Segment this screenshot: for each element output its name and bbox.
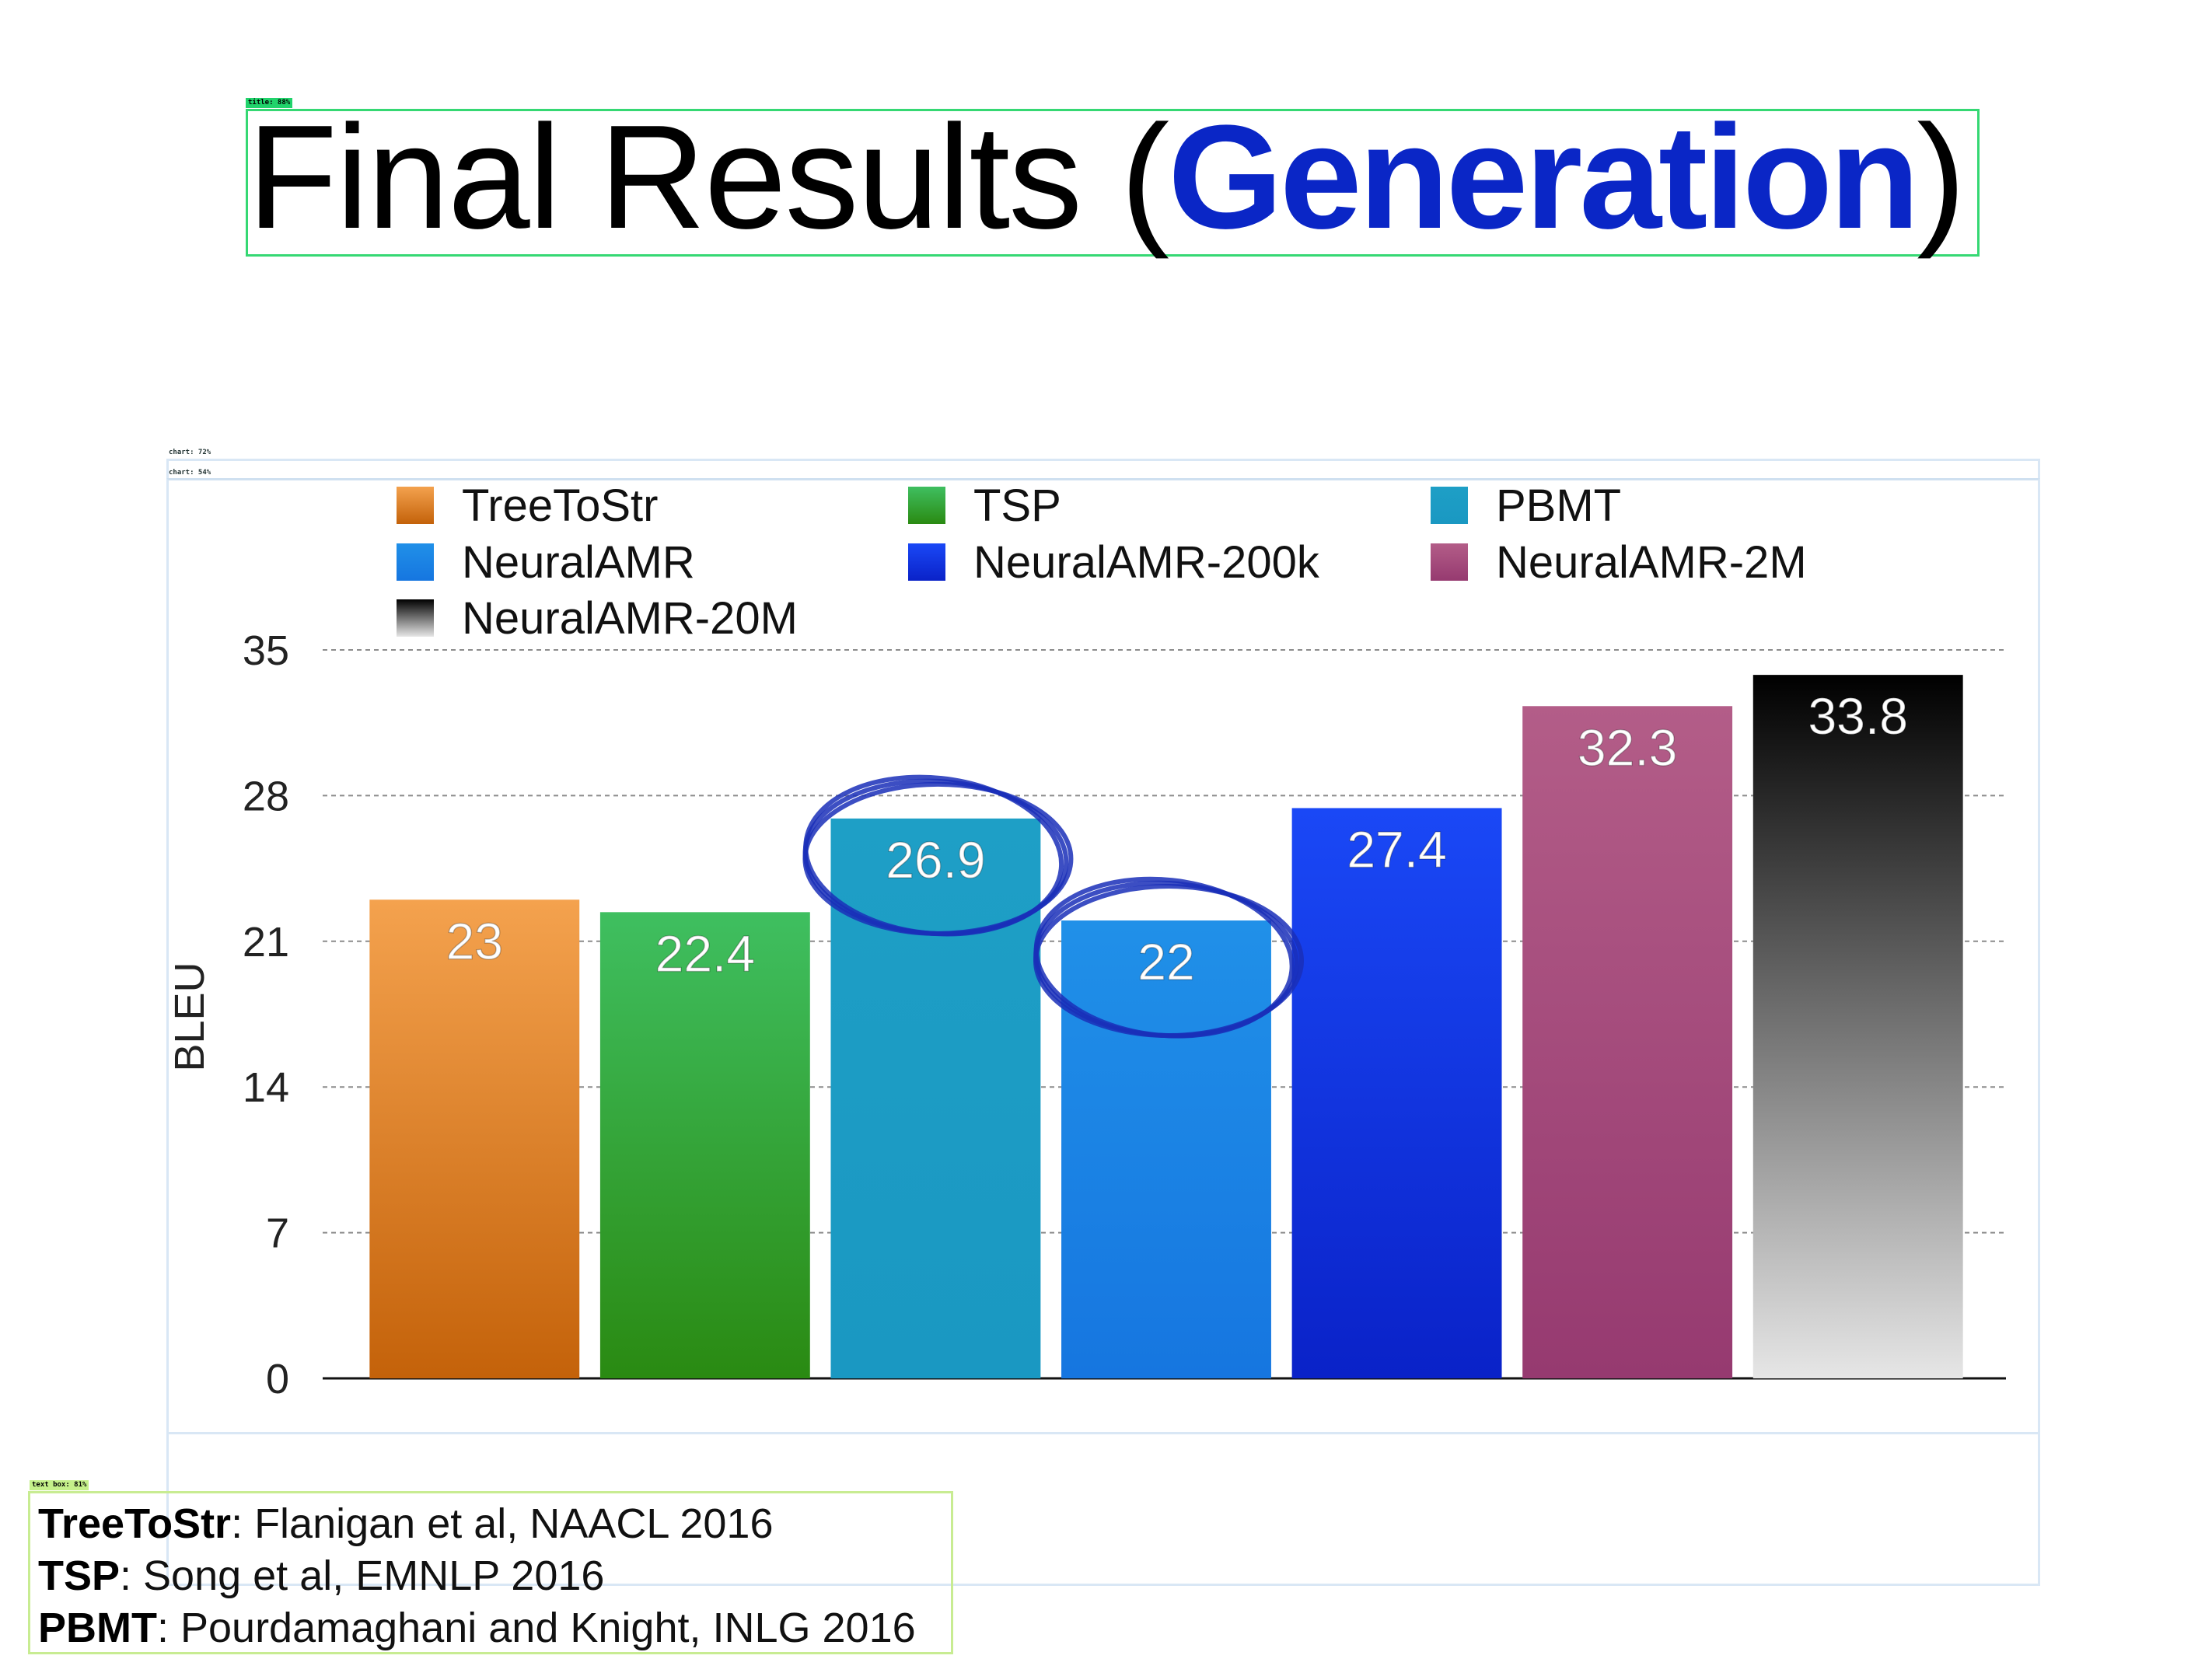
annotation-circle: [802, 781, 1074, 936]
legend-label: NeuralAMR-200k: [973, 537, 1320, 588]
bar-value-label: 27.4: [1347, 820, 1446, 878]
bar-pbmt: [830, 818, 1041, 1378]
bar-value-label: 22: [1137, 933, 1194, 990]
bar-tsp: [599, 912, 810, 1378]
title-highlight: Generation: [1168, 95, 1920, 260]
legend-swatch: [908, 543, 945, 581]
legend-label: TreeToStr: [462, 480, 658, 531]
title-suffix: ): [1917, 95, 1966, 260]
legend-label: TSP: [973, 480, 1061, 531]
title-prefix: Final Results (: [247, 95, 1169, 260]
legend-swatch: [908, 487, 945, 524]
ref-cite: : Flanigan et al, NAACL 2016: [231, 1500, 774, 1547]
references-box: TreeToStr: Flanigan et al, NAACL 2016 TS…: [28, 1491, 953, 1654]
chart-detection-tag-1: chart: 72%: [169, 449, 211, 456]
bar-value-label: 26.9: [886, 831, 985, 889]
legend-label: NeuralAMR-20M: [462, 593, 798, 644]
annotation-circle: [1033, 884, 1304, 1039]
y-tick-label: 0: [266, 1356, 289, 1402]
legend-label: NeuralAMR-2M: [1496, 537, 1807, 588]
legend-swatch: [397, 487, 434, 524]
bar-value-label: 32.3: [1578, 718, 1677, 776]
y-tick-label: 14: [243, 1064, 289, 1111]
y-tick-label: 21: [243, 919, 289, 966]
chart-detection-box-2: [166, 478, 2040, 1434]
bar-value-label: 33.8: [1808, 687, 1907, 745]
y-tick-label: 35: [243, 627, 289, 674]
reference-tsp: TSP: Song et al, EMNLP 2016: [38, 1550, 604, 1601]
title-detection-box: [246, 109, 1980, 257]
bar-neuralamr-200k: [1291, 808, 1502, 1378]
y-tick-label: 28: [243, 773, 289, 819]
reference-treetostr: TreeToStr: Flanigan et al, NAACL 2016: [38, 1498, 773, 1549]
bar-treetostr: [369, 899, 580, 1378]
ref-name: TSP: [38, 1552, 121, 1599]
title-detection-tag: title: 88%: [246, 98, 293, 108]
reference-pbmt: PBMT: Pourdamaghani and Knight, INLG 201…: [38, 1602, 916, 1654]
y-tick-label: 7: [266, 1210, 289, 1257]
ref-cite: : Pourdamaghani and Knight, INLG 2016: [156, 1605, 916, 1651]
y-axis-label: BLEU: [166, 962, 213, 1071]
ref-name: TreeToStr: [38, 1500, 232, 1547]
legend-swatch: [1431, 487, 1468, 524]
bar-neuralamr-2m: [1522, 706, 1733, 1378]
bar-value-label: 22.4: [655, 924, 755, 982]
legend-swatch: [1431, 543, 1468, 581]
legend-label: NeuralAMR: [462, 537, 695, 588]
ref-cite: : Song et al, EMNLP 2016: [120, 1552, 605, 1599]
bar-neuralamr: [1061, 920, 1271, 1378]
legend-swatch: [397, 599, 434, 637]
chart-detection-tag-2: chart: 54%: [169, 469, 211, 477]
legend-swatch: [397, 543, 434, 581]
textbox-detection-tag: text box: 81%: [30, 1480, 89, 1490]
bar-value-label: 23: [446, 912, 503, 969]
legend-label: PBMT: [1496, 480, 1621, 531]
slide-title: Final Results (Generation): [247, 100, 1966, 255]
bar-neuralamr-20m: [1752, 675, 1963, 1378]
ref-name: PBMT: [38, 1605, 157, 1651]
